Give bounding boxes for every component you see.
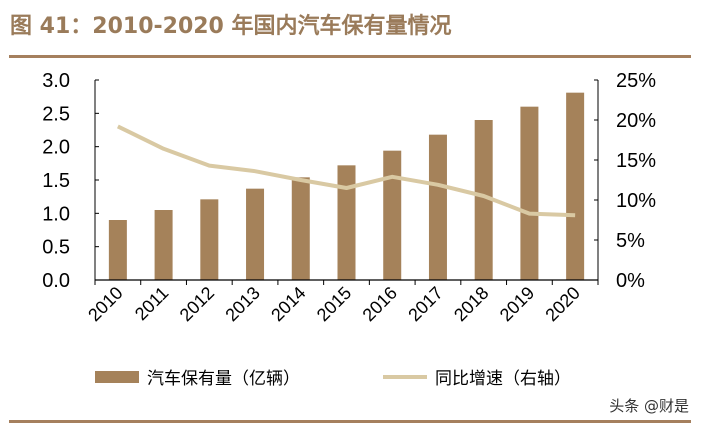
bottom-divider xyxy=(9,420,691,423)
legend-line-swatch xyxy=(383,374,427,379)
left-tick-label: 0.5 xyxy=(42,237,70,259)
right-tick-label: 15% xyxy=(616,150,656,172)
left-tick-label: 2.0 xyxy=(42,137,70,159)
x-tick-label: 2019 xyxy=(496,283,538,325)
bar-2017 xyxy=(428,134,447,280)
legend-bar: 汽车保有量（亿辆） xyxy=(95,364,300,389)
right-tick-label: 25% xyxy=(616,70,656,92)
bar-2020 xyxy=(566,92,585,281)
bar-2015 xyxy=(337,165,356,280)
bar-2016 xyxy=(383,150,402,280)
x-tick-label: 2014 xyxy=(267,283,309,325)
x-tick-label: 2017 xyxy=(404,283,446,325)
x-tick-label: 2011 xyxy=(131,283,173,325)
x-tick-label: 2018 xyxy=(450,283,492,325)
x-tick-label: 2010 xyxy=(84,283,126,325)
x-tick-label: 2012 xyxy=(176,283,218,325)
right-tick-label: 20% xyxy=(616,110,656,132)
x-tick-label: 2016 xyxy=(359,283,401,325)
legend-bar-label: 汽车保有量（亿辆） xyxy=(147,369,300,389)
legend-line-label: 同比增速（右轴） xyxy=(435,369,571,389)
bar-2018 xyxy=(474,120,493,280)
x-tick-label: 2013 xyxy=(221,283,263,325)
right-tick-label: 0% xyxy=(616,270,645,292)
bar-2011 xyxy=(154,210,173,280)
left-tick-label: 1.5 xyxy=(42,170,70,192)
left-tick-label: 3.0 xyxy=(42,70,70,92)
right-tick-label: 10% xyxy=(616,190,656,212)
left-tick-label: 1.0 xyxy=(42,203,70,225)
left-tick-label: 0.0 xyxy=(42,270,70,292)
bar-2010 xyxy=(108,220,127,280)
watermark: 头条 @财是 xyxy=(609,397,689,415)
bar-2013 xyxy=(246,188,265,280)
bar-2019 xyxy=(520,106,539,281)
bar-2012 xyxy=(200,199,219,280)
title-divider xyxy=(9,55,691,58)
chart-title: 图 41：2010-2020 年国内汽车保有量情况 xyxy=(10,14,452,39)
legend-bar-swatch xyxy=(95,370,139,383)
bar-2014 xyxy=(291,177,310,280)
x-tick-label: 2015 xyxy=(313,283,355,325)
right-tick-label: 5% xyxy=(616,230,645,252)
legend-line: 同比增速（右轴） xyxy=(383,364,571,389)
x-tick-label: 2020 xyxy=(542,283,584,325)
left-tick-label: 2.5 xyxy=(42,103,70,125)
